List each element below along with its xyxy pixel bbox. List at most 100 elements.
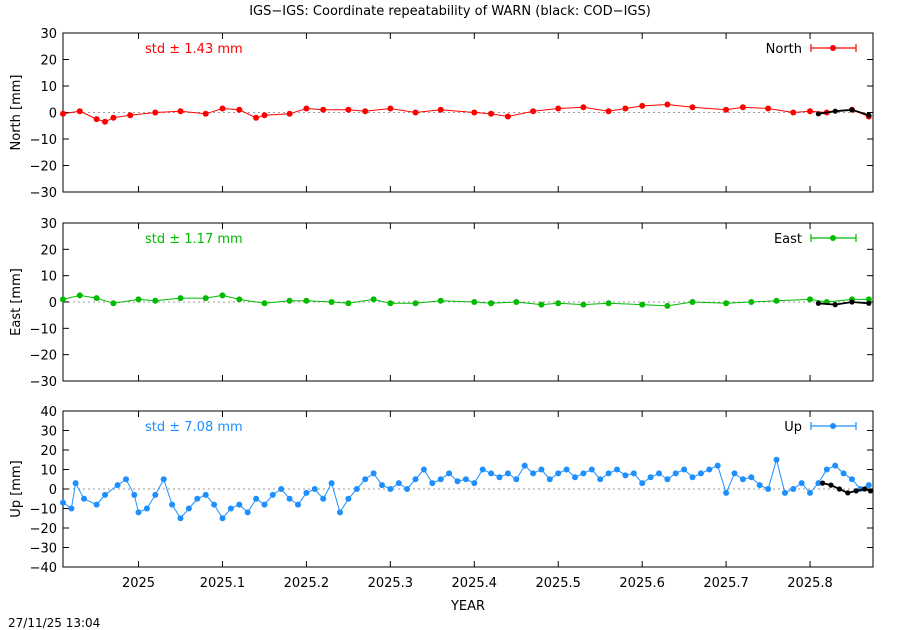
up-cod-data-point (867, 488, 874, 494)
up-data-point (656, 470, 662, 477)
up-data-point (479, 466, 486, 473)
x-tick-label: 2025.2 (284, 576, 330, 591)
up-data-point (840, 470, 847, 477)
up-data-point (513, 476, 520, 483)
up-data-point (714, 462, 721, 469)
up-std-label: std ± 7.08 mm (145, 420, 243, 435)
east-panel: 30 20 10 0 −10 −20 −30 East [mm] std ± 1.17 mm Ea… (9, 217, 874, 390)
up-data-point (114, 482, 121, 489)
east-data-point (152, 297, 159, 304)
up-y-tick-label: −40 (30, 561, 57, 576)
up-legend-label: Up (784, 420, 802, 435)
up-data-point (395, 480, 402, 487)
up-data-point (219, 515, 226, 522)
up-cod-data-point (836, 486, 843, 492)
up-data-point (563, 466, 570, 473)
north-panel: 30 20 10 0 −10 −20 −30 North [mm] std ± 1.43 mm N… (9, 27, 874, 201)
up-data-point (731, 470, 738, 477)
east-data-point (555, 300, 562, 307)
north-data-point (110, 114, 117, 121)
up-data-point (68, 505, 75, 512)
east-data-point (387, 300, 394, 307)
north-data-point (807, 108, 813, 115)
east-data-point (773, 297, 780, 304)
east-data-point (110, 300, 117, 307)
north-data-point (387, 105, 394, 112)
east-data-point (219, 292, 226, 299)
up-data-point (437, 476, 444, 483)
east-data-point (513, 299, 520, 305)
up-data-point (160, 476, 167, 483)
up-data-point (454, 478, 461, 485)
north-cod-data-point (849, 107, 855, 113)
up-data-point (504, 470, 511, 477)
up-data-point (135, 509, 142, 516)
north-y-tick-label: −10 (30, 133, 57, 148)
up-data-point (60, 499, 66, 506)
north-data-point (60, 110, 66, 117)
east-y-tick-label: −10 (30, 322, 57, 337)
east-data-point (370, 296, 377, 303)
north-cod-data-point (815, 111, 822, 117)
east-data-point (580, 301, 587, 308)
up-cod-data-point (845, 490, 851, 496)
north-y-tick-label: 20 (40, 54, 57, 69)
east-legend-label: East (774, 232, 802, 247)
east-y-axis-label: East [mm] (9, 268, 24, 336)
up-data-point (311, 486, 318, 492)
east-data-point (261, 300, 268, 307)
up-y-tick-label: −10 (30, 503, 57, 518)
up-data-point (471, 480, 478, 487)
north-data-point (177, 108, 184, 115)
up-data-point (102, 491, 108, 498)
north-data-point (236, 106, 243, 113)
up-data-point (227, 505, 234, 512)
x-tick-label: 2025.4 (452, 576, 498, 591)
east-legend-marker (830, 235, 836, 241)
up-data-point (278, 486, 285, 492)
east-data-point (723, 300, 730, 307)
north-data-point (765, 105, 772, 112)
up-data-point (236, 501, 243, 508)
up-data-point (244, 509, 251, 516)
up-data-point (781, 489, 788, 496)
east-series-line (62, 294, 869, 307)
up-y-axis-label: Up [mm] (9, 460, 24, 517)
up-data-point (807, 489, 813, 496)
east-data-point (748, 299, 755, 305)
up-data-point (93, 501, 100, 508)
x-tick-label: 2025.8 (787, 576, 833, 591)
east-cod-series-line (818, 301, 869, 306)
up-data-point (169, 501, 176, 508)
up-data-point (194, 495, 201, 502)
east-y-tick-label: 10 (40, 270, 57, 285)
x-tick-label: 2025.3 (368, 576, 414, 591)
up-data-point (429, 480, 436, 487)
up-cod-data-point (862, 486, 868, 492)
x-tick-label: 2025 (122, 576, 155, 591)
east-data-point (807, 296, 813, 303)
east-data-point (236, 296, 243, 303)
timestamp: 27/11/25 13:04 (8, 616, 100, 630)
north-y-tick-label: −30 (30, 186, 57, 201)
x-tick-label: 2025.7 (703, 576, 749, 591)
east-cod-data-point (866, 300, 872, 306)
up-y-tick-label: 30 (40, 425, 57, 440)
north-data-point (555, 105, 562, 112)
up-data-point (303, 489, 310, 496)
up-data-point (588, 466, 595, 473)
north-cod-data-point (866, 112, 872, 118)
east-data-point (202, 295, 209, 302)
up-data-point (672, 470, 679, 477)
north-data-point (605, 108, 612, 115)
north-y-tick-label: 30 (40, 27, 57, 42)
up-data-point (211, 501, 218, 508)
up-data-point (253, 495, 260, 502)
north-data-point (580, 104, 587, 111)
up-data-point (689, 474, 696, 481)
up-data-point (815, 480, 822, 487)
east-data-point (664, 302, 671, 309)
x-tick-label: 2025.5 (535, 576, 581, 591)
up-data-point (412, 476, 419, 483)
up-data-point (790, 486, 797, 492)
